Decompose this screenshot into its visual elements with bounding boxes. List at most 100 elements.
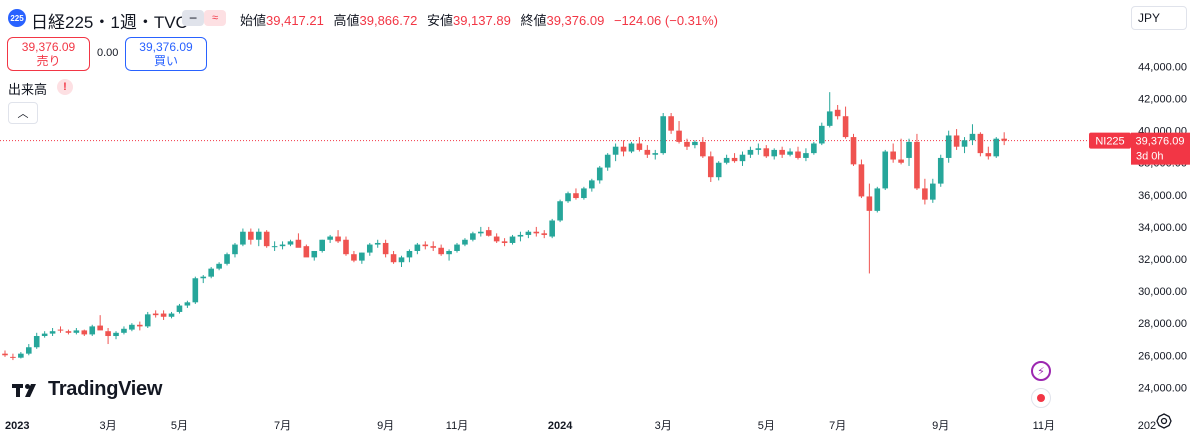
candle: [969, 124, 976, 146]
price-tick-label: 28,000.00: [1138, 318, 1187, 330]
candle-body: [33, 336, 40, 348]
price-tick-label: 26,000.00: [1138, 350, 1187, 362]
candle-body: [541, 233, 548, 235]
candle-body: [660, 116, 666, 154]
candle-body: [628, 143, 635, 152]
candle: [628, 141, 635, 154]
gear-icon[interactable]: [1156, 413, 1172, 429]
candle-body: [343, 239, 349, 255]
candle: [573, 188, 579, 200]
candle-body: [898, 159, 904, 163]
candle-body: [557, 201, 563, 221]
approx-icon[interactable]: ≈: [204, 10, 226, 26]
candle-body: [137, 324, 143, 327]
candle: [208, 267, 214, 279]
candle: [763, 145, 770, 158]
minus-icon[interactable]: ━: [182, 10, 204, 26]
countdown-value: 3d 0h: [1136, 151, 1164, 163]
candle: [874, 186, 881, 213]
candle-body: [684, 141, 690, 147]
symbol-tag-bg: [1089, 132, 1131, 149]
candle: [184, 300, 191, 308]
candle: [834, 104, 841, 120]
candle: [224, 252, 230, 266]
buy-label: 買い: [153, 54, 178, 68]
candle: [2, 350, 8, 357]
candle: [739, 151, 746, 166]
candle-body: [295, 239, 302, 248]
candle: [636, 137, 643, 152]
legend-header: 225 日経225・1週・TVC ━ ≈ 始値39,417.21 高値39,86…: [0, 0, 1130, 36]
candle: [18, 352, 24, 359]
current-price-tag[interactable]: NI225 39,376.09 3d 0h: [1089, 132, 1190, 165]
candle-body: [985, 153, 992, 157]
candle-body: [636, 143, 643, 150]
record-button[interactable]: [1031, 388, 1051, 408]
candle: [676, 121, 682, 144]
candle-body: [89, 326, 96, 335]
lightning-icon[interactable]: ⚡: [1031, 361, 1051, 381]
candle: [937, 154, 944, 187]
candle: [41, 331, 48, 338]
candle-body: [914, 141, 920, 189]
time-tick-label: 7月: [829, 420, 846, 432]
time-tick-label: 5月: [758, 420, 775, 432]
candle-body: [422, 244, 429, 247]
candle-body: [18, 353, 24, 358]
price-tick-label: 42,000.00: [1138, 94, 1187, 106]
candle-body: [668, 116, 674, 131]
candle: [795, 146, 801, 160]
sell-label: 売り: [36, 54, 61, 68]
candle: [279, 241, 286, 250]
candle-body: [700, 141, 706, 157]
candle: [25, 344, 32, 356]
candle-body: [866, 196, 873, 211]
candle-body: [287, 241, 294, 245]
candle: [604, 153, 611, 171]
candle: [906, 138, 912, 166]
candle: [493, 233, 500, 243]
candle-body: [192, 278, 199, 303]
candle-body: [779, 149, 785, 155]
warning-icon[interactable]: !: [57, 79, 73, 95]
sell-button[interactable]: 39,376.09 売り: [7, 37, 90, 71]
candle-body: [874, 188, 881, 211]
candle-body: [731, 157, 738, 162]
candle-body: [961, 140, 968, 147]
candle-body: [692, 141, 698, 146]
symbol-title[interactable]: 日経225・1週・TVC: [31, 13, 188, 32]
candle-body: [818, 125, 825, 144]
candle-body: [152, 313, 159, 316]
spread-value: 0.00: [97, 47, 119, 59]
candle-body: [113, 332, 119, 337]
candle: [620, 140, 627, 157]
time-axis[interactable]: 2023 3月 5月 7月 9月 11月 2024 3月 5月 7月 9月 11月 202: [5, 420, 1156, 432]
candle-body: [787, 151, 793, 155]
candle: [295, 233, 302, 248]
time-tick-label: 3月: [100, 420, 117, 432]
candle: [105, 327, 111, 345]
tradingview-logo[interactable]: TradingView: [12, 378, 162, 401]
candle: [850, 133, 857, 166]
candle: [898, 138, 904, 165]
buy-button[interactable]: 39,376.09 買い: [125, 37, 207, 71]
candle-body: [129, 324, 135, 330]
candle-body: [953, 135, 960, 147]
currency-selector[interactable]: JPY: [1131, 6, 1187, 30]
candle: [438, 244, 444, 256]
candle-body: [478, 231, 484, 234]
volume-label[interactable]: 出来高: [8, 82, 48, 97]
collapse-legend-button[interactable]: ︿: [8, 102, 38, 124]
candle: [668, 113, 674, 134]
buy-price: 39,376.09: [139, 40, 193, 54]
price-axis[interactable]: 24,000.00 26,000.00 28,000.00 30,000.00 32,0…: [1138, 61, 1187, 394]
candle-body: [652, 153, 659, 155]
candle-body: [351, 254, 357, 261]
candles-layer: [2, 92, 1007, 361]
candle: [803, 148, 809, 162]
candle-body: [406, 250, 413, 258]
candle-body: [2, 353, 8, 356]
candle-body: [747, 149, 754, 155]
candle-body: [755, 148, 762, 150]
